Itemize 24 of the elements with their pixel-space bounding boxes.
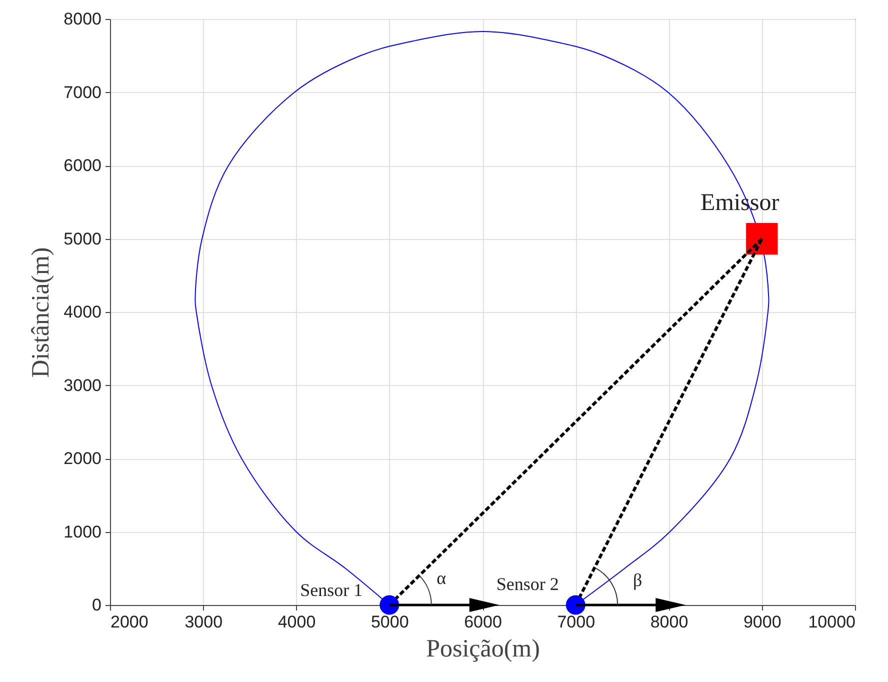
x-tick-label: 6000 [464, 612, 502, 632]
y-tick-label: 6000 [64, 156, 102, 175]
x-axis-title: Posição(m) [426, 636, 540, 662]
y-tick-label: 0 [92, 596, 102, 614]
annotation: Sensor 2 [496, 574, 559, 594]
x-tick-label: 8000 [650, 612, 688, 632]
x-tick-label: 4000 [278, 612, 316, 632]
y-tick-label: 1000 [64, 522, 102, 542]
annotation: β [633, 570, 642, 590]
x-tick-label: 7000 [557, 612, 596, 632]
y-tick-label: 7000 [64, 82, 102, 102]
y-tick-label: 4000 [64, 302, 102, 322]
annotation: Sensor 1 [300, 580, 363, 600]
y-tick-label: 3000 [64, 376, 102, 395]
y-tick-label: 2000 [64, 449, 102, 468]
y-tick-label: 8000 [64, 10, 102, 28]
x-tick-label: 5000 [370, 612, 409, 632]
x-tick-label: 9000 [743, 612, 782, 632]
x-tick-label: 3000 [184, 612, 223, 632]
x-tick-label: 2000 [110, 612, 148, 632]
x-tick-label: 10000 [808, 612, 856, 632]
y-tick-label: 5000 [64, 229, 102, 248]
annotation: α [436, 568, 447, 588]
y-axis-title: Distância(m) [28, 247, 55, 378]
